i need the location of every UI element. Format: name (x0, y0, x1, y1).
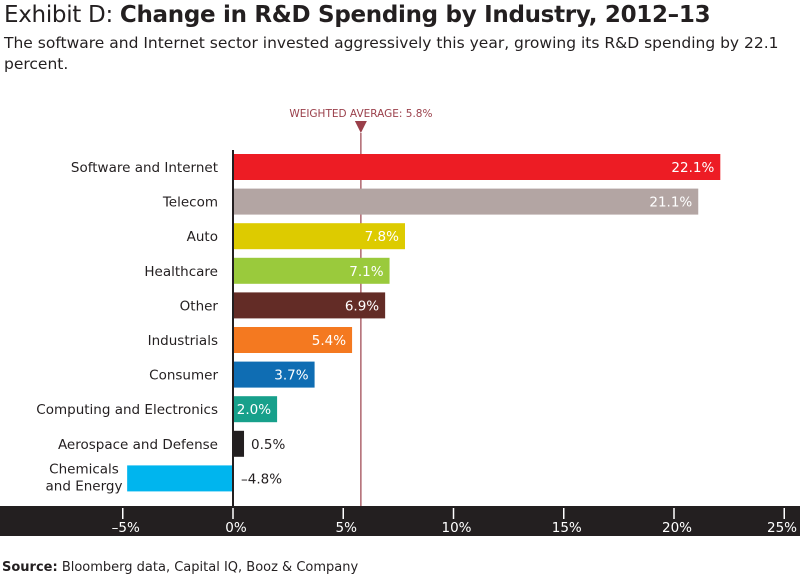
category-label: Healthcare (144, 264, 218, 280)
value-label: –4.8% (241, 471, 282, 487)
bar (233, 257, 390, 284)
x-tick-label: 15% (552, 520, 582, 536)
category-label: Auto (187, 229, 218, 245)
bar (233, 361, 315, 388)
x-axis-band (0, 506, 800, 536)
value-label: 7.1% (349, 264, 383, 280)
source-text: Bloomberg data, Capital IQ, Booz & Compa… (61, 560, 359, 575)
bar (233, 396, 278, 423)
x-tick-label: 20% (662, 520, 692, 536)
x-tick-label: 5% (336, 520, 358, 536)
x-tick-label: 0% (225, 520, 247, 536)
weighted-average-marker-icon (354, 121, 367, 133)
value-label: 21.1% (649, 195, 692, 211)
title-text: Change in R&D Spending by Industry, 2012… (119, 2, 711, 28)
category-label: Computing and Electronics (36, 402, 218, 418)
bar (233, 223, 405, 250)
weighted-average-label: WEIGHTED AVERAGE: 5.8% (289, 108, 432, 120)
category-label: Other (180, 298, 219, 314)
bar (233, 292, 386, 319)
value-label: 2.0% (237, 402, 271, 418)
bar (233, 154, 721, 180)
value-label: 5.4% (312, 333, 346, 349)
x-tick-label: 10% (441, 520, 471, 536)
value-label: 3.7% (274, 368, 308, 384)
category-label: Consumer (149, 368, 218, 384)
value-label: 22.1% (671, 160, 714, 176)
category-label: Telecom (162, 195, 218, 211)
x-tick-label: 25% (767, 520, 797, 536)
bar (127, 465, 233, 492)
category-label: Industrials (148, 333, 218, 349)
x-tick-label: –5% (112, 520, 140, 536)
value-label: 7.8% (365, 229, 399, 245)
exhibit-label: Exhibit D: (4, 2, 113, 28)
category-label: Chemicals and Energy (46, 461, 123, 494)
bar (233, 430, 245, 457)
value-label: 0.5% (251, 437, 285, 453)
source-note: Source: Bloomberg data, Capital IQ, Booz… (2, 560, 358, 575)
source-label: Source: (2, 560, 58, 575)
chart-title: Exhibit D: Change in R&D Spending by Ind… (4, 2, 711, 28)
value-label: 6.9% (345, 298, 379, 314)
chart-subtitle: The software and Internet sector investe… (4, 34, 779, 73)
category-label: Aerospace and Defense (58, 437, 218, 453)
bar (233, 327, 353, 353)
category-label: Software and Internet (71, 160, 218, 176)
bar (233, 188, 699, 215)
